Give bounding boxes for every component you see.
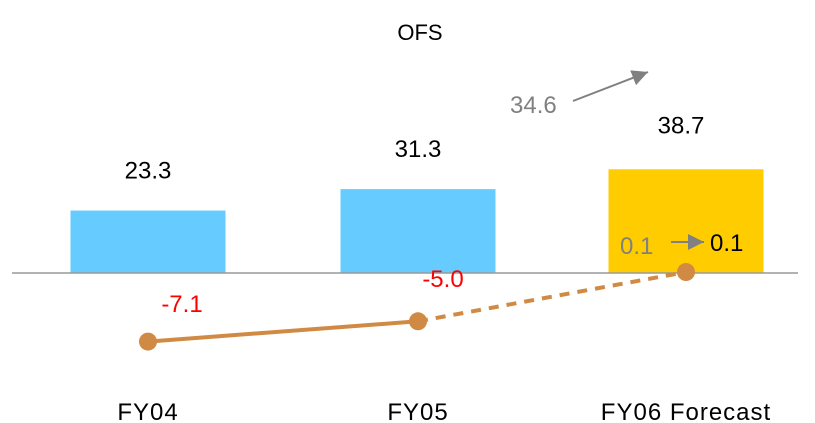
line-segment-fy05-fy06-forecast bbox=[417, 270, 687, 324]
bar-value-label-fy04: 23.3 bbox=[125, 158, 172, 185]
line-value-label-fy06-forecast: 0.1 bbox=[710, 230, 743, 257]
bar-revision-arrow bbox=[572, 70, 649, 102]
category-label-fy04: FY04 bbox=[117, 399, 178, 423]
bar-previous-forecast-label: 34.6 bbox=[510, 92, 557, 119]
line-previous-forecast-label: 0.1 bbox=[620, 233, 653, 260]
bar-fy05 bbox=[340, 189, 496, 273]
line-point-fy05 bbox=[409, 312, 427, 331]
bar-value-label-fy06-forecast: 38.7 bbox=[658, 112, 705, 139]
bar-fy06-forecast bbox=[608, 169, 764, 273]
bar-fy04 bbox=[70, 210, 226, 273]
line-point-fy06-forecast bbox=[677, 263, 695, 282]
line-value-label-fy05: -5.0 bbox=[422, 266, 463, 293]
line-value-label-fy04: -7.1 bbox=[161, 291, 202, 318]
line-point-fy04 bbox=[139, 332, 157, 351]
line-segment-fy04-fy05 bbox=[147, 319, 419, 344]
category-label-fy05: FY05 bbox=[387, 399, 448, 423]
bar-value-label-fy05: 31.3 bbox=[395, 136, 442, 163]
category-label-fy06-forecast: FY06 Forecast bbox=[601, 399, 771, 423]
chart-title: OFS bbox=[397, 20, 442, 45]
